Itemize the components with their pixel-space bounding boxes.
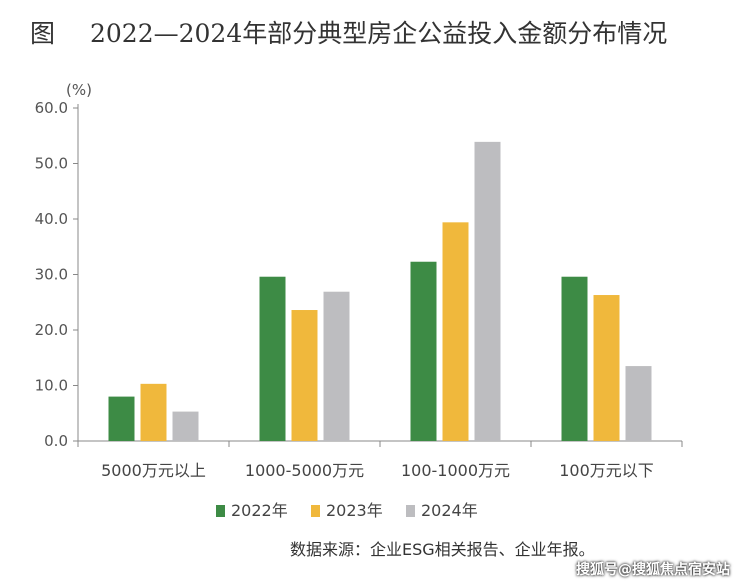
bar: [442, 222, 469, 441]
bar: [474, 141, 501, 442]
bar: [108, 396, 135, 441]
bar: [140, 383, 167, 441]
title-text: 2022—2024年部分典型房企公益投入金额分布情况: [90, 19, 668, 48]
legend: 2022年 2023年 2024年: [216, 501, 478, 520]
bar: [625, 366, 652, 441]
y-tick-label: 20.0: [35, 321, 68, 339]
bar: [259, 276, 286, 441]
y-tick-label: 40.0: [35, 210, 68, 228]
bar: [323, 291, 350, 441]
figure-label: 图: [30, 19, 56, 48]
legend-label: 2022年: [231, 501, 288, 520]
bars: [108, 141, 652, 442]
data-source-note: 数据来源：企业ESG相关报告、企业年报。: [290, 540, 595, 559]
y-tick-label: 0.0: [44, 432, 68, 450]
y-tick-label: 10.0: [35, 377, 68, 395]
bar: [561, 276, 588, 441]
bar: [410, 261, 437, 441]
y-tick-label: 30.0: [35, 266, 68, 284]
y-tick-label: 50.0: [35, 155, 68, 173]
bar: [172, 411, 199, 441]
legend-label: 2023年: [326, 501, 383, 520]
x-category-label: 100万元以下: [559, 461, 654, 480]
y-axis-unit: (%): [66, 81, 92, 99]
legend-swatch: [216, 505, 225, 517]
legend-swatch: [311, 505, 320, 517]
chart-title: 图 2022—2024年部分典型房企公益投入金额分布情况: [30, 14, 667, 50]
bar: [593, 295, 620, 441]
y-tick-label: 60.0: [35, 99, 68, 117]
x-category-label: 1000-5000万元: [245, 461, 364, 480]
x-category-label: 5000万元以上: [101, 461, 206, 480]
bar: [291, 310, 318, 441]
x-category-label: 100-1000万元: [401, 461, 510, 480]
legend-swatch: [406, 505, 415, 517]
legend-label: 2024年: [421, 501, 478, 520]
watermark: 搜狐号@搜狐焦点宿安站: [576, 562, 730, 578]
axes: 0.0 10.0 20.0 30.0 40.0 50.0 60.0(%) 5000万元以上 10…: [35, 81, 683, 480]
